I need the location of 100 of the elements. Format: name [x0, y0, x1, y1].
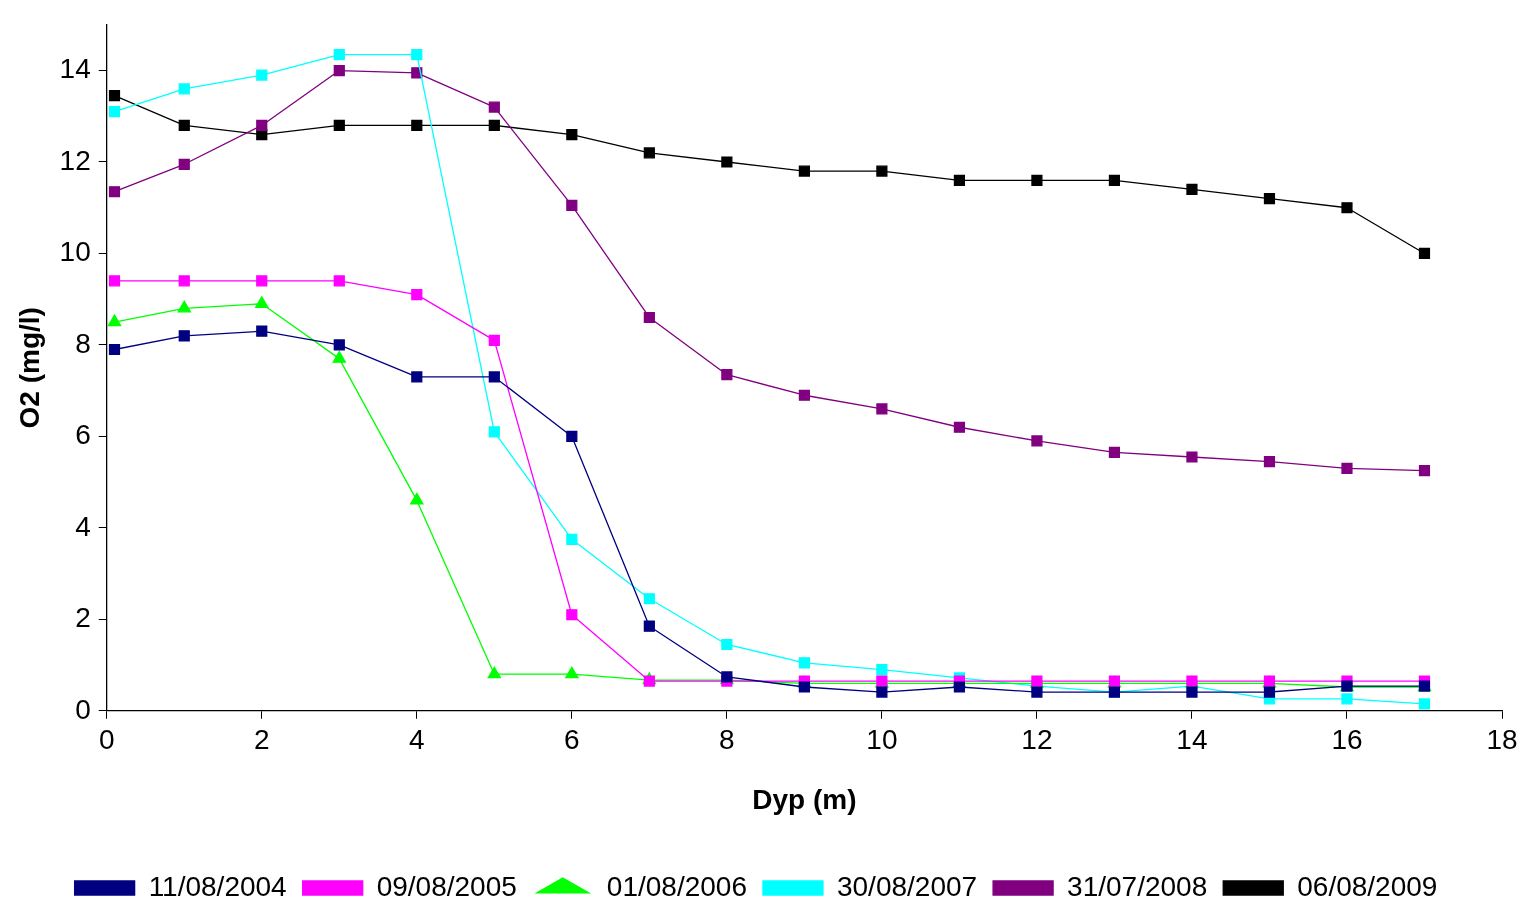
y-tick-label: 2	[75, 602, 91, 634]
point	[108, 343, 121, 356]
y-tick-label: 14	[59, 53, 91, 85]
point	[1341, 462, 1353, 475]
point	[256, 275, 268, 287]
point	[333, 119, 345, 132]
point	[566, 609, 578, 621]
point	[108, 90, 121, 102]
point	[1263, 686, 1276, 698]
point	[256, 119, 268, 132]
x-axis-title: Dyp (m)	[752, 783, 857, 815]
point	[488, 334, 500, 346]
x-tick-label: 12	[1021, 724, 1053, 756]
point	[953, 174, 965, 186]
point	[178, 330, 190, 342]
point	[1418, 247, 1431, 260]
point	[256, 69, 268, 81]
point	[566, 430, 578, 442]
legend-label: 01/08/2006	[606, 870, 747, 902]
point	[643, 147, 655, 159]
legend-label: 30/08/2007	[836, 870, 978, 902]
point	[1186, 686, 1198, 698]
x-tick-label: 2	[253, 724, 270, 756]
point	[1031, 435, 1043, 447]
y-tick-label: 6	[75, 419, 91, 451]
point	[178, 158, 190, 170]
y-tick-label: 4	[75, 510, 91, 542]
point	[411, 371, 423, 383]
y-tick-label: 10	[59, 236, 91, 268]
point	[488, 426, 500, 438]
point	[411, 119, 423, 132]
point	[107, 314, 122, 327]
y-tick-label: 8	[75, 327, 91, 359]
point	[721, 369, 733, 381]
y-tick-label: 0	[75, 693, 91, 725]
point	[798, 389, 810, 401]
point	[1186, 451, 1198, 463]
point	[643, 311, 655, 324]
point	[488, 119, 500, 132]
point	[876, 403, 888, 415]
x-tick-label: 4	[409, 724, 425, 756]
x-tick-label: 0	[98, 724, 115, 756]
point	[1418, 698, 1431, 710]
point	[1031, 686, 1043, 698]
point	[178, 275, 190, 287]
y-tick-label: 12	[59, 144, 91, 176]
point	[178, 83, 190, 95]
point	[108, 106, 121, 118]
point	[721, 638, 733, 651]
point	[566, 533, 578, 545]
legend-label: 06/08/2009	[1297, 870, 1438, 902]
x-tick-label: 6	[564, 724, 580, 756]
point	[333, 64, 345, 77]
point	[488, 371, 500, 383]
point	[487, 666, 502, 679]
point	[953, 421, 965, 433]
point	[333, 48, 345, 61]
legend-label: 11/08/2004	[148, 870, 287, 902]
point	[410, 492, 424, 505]
point	[565, 666, 579, 679]
point	[876, 686, 888, 698]
x-tick-label: 16	[1331, 724, 1363, 756]
point	[333, 339, 345, 351]
x-tick-label: 8	[719, 724, 735, 756]
point	[108, 275, 121, 287]
point	[721, 156, 733, 168]
point	[1418, 465, 1431, 477]
point	[1108, 446, 1121, 459]
point	[256, 325, 268, 337]
point	[643, 620, 655, 632]
point	[798, 657, 810, 669]
point	[1341, 693, 1353, 705]
point	[566, 128, 578, 141]
point	[108, 186, 121, 198]
point	[255, 296, 269, 308]
point	[566, 199, 578, 212]
point	[1263, 455, 1276, 468]
x-tick-label: 18	[1486, 724, 1518, 756]
point	[411, 289, 423, 301]
x-tick-label: 10	[866, 724, 898, 756]
point	[332, 351, 346, 363]
legend-label: 09/08/2005	[376, 870, 517, 902]
x-tick-label: 14	[1176, 724, 1208, 756]
y-axis-title: O2 (mg/l)	[13, 307, 45, 429]
point	[333, 275, 345, 287]
point	[411, 48, 423, 61]
point	[798, 165, 810, 177]
point	[1341, 202, 1353, 214]
point	[953, 681, 965, 693]
point	[876, 165, 888, 177]
legend-label: 31/07/2008	[1067, 870, 1208, 902]
point	[798, 681, 810, 693]
point	[643, 593, 655, 605]
point	[177, 300, 191, 313]
point	[1186, 183, 1198, 196]
point	[178, 119, 190, 132]
point	[643, 675, 655, 687]
point	[1031, 174, 1043, 186]
point	[1263, 192, 1276, 205]
point	[876, 664, 888, 676]
